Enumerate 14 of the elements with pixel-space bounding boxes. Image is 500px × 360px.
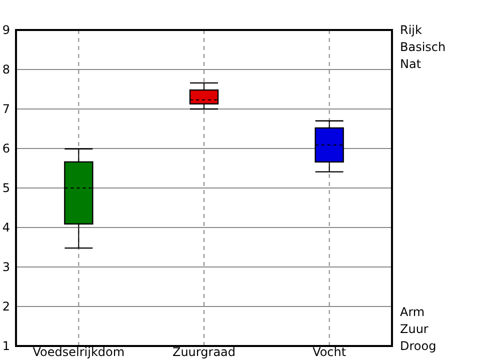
x-tick-label: Voedselrijkdom: [32, 345, 125, 360]
y-tick-label: 2: [2, 299, 10, 314]
y-tick-label: 6: [2, 141, 10, 156]
y-tick-label: 5: [2, 180, 10, 195]
y-tick-label: 1: [2, 338, 10, 353]
y-tick-label: 3: [2, 260, 10, 274]
y-tick-label: 4: [2, 220, 10, 234]
x-tick-label: Vocht: [312, 345, 346, 360]
x-tick-label: Zuurgraad: [172, 345, 236, 360]
y-tick-label: 8: [2, 62, 10, 76]
text: Rijk Basisch Nat: [400, 23, 446, 71]
y-tick-label: 9: [2, 22, 10, 37]
y-tick-label: 7: [2, 102, 10, 116]
text: Arm Zuur Droog: [400, 305, 436, 353]
